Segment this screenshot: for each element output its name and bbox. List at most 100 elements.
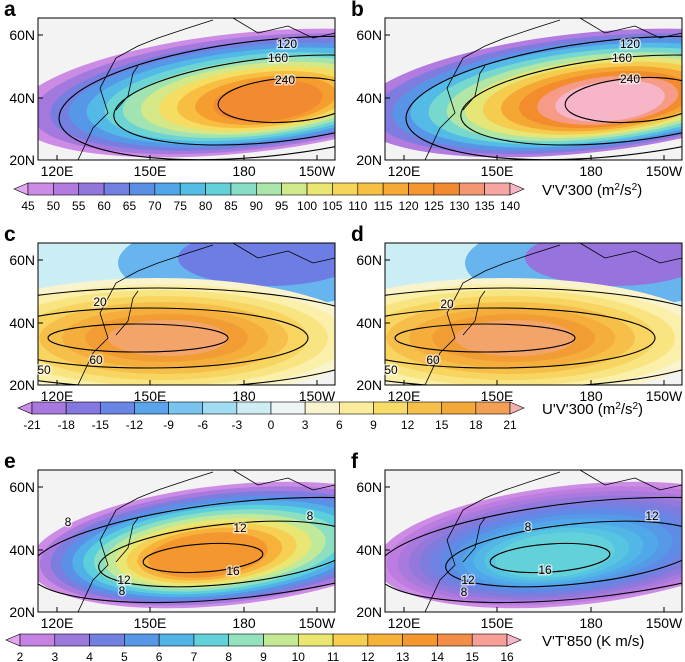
colorbar-title-part: 2	[615, 401, 621, 412]
colorbar-label: 110	[348, 199, 367, 213]
panel-letter: d	[351, 223, 364, 246]
colorbar: 45 50 55 60 65 70 75 80 85 90 95 100 105 110 115 120 125…	[13, 182, 642, 213]
colorbar-swatch	[484, 182, 511, 196]
map-panel: d 20 60 50 60N 40N 20N 120E 150E 180 150W	[351, 223, 683, 404]
colorbar-label: 11	[327, 650, 340, 662]
contour-label: 8	[461, 585, 468, 599]
lon-tick-label: 180	[232, 388, 256, 404]
colorbar-label: 100	[297, 199, 317, 213]
map-frame	[37, 469, 336, 613]
colorbar-label: 9	[260, 650, 267, 662]
colorbar-swatch	[129, 182, 156, 196]
contour	[385, 496, 682, 604]
lat-tick-label: 40N	[9, 315, 35, 331]
lon-tick-label: 150E	[134, 163, 167, 179]
contour	[113, 54, 335, 146]
colorbar-label: 13	[396, 650, 410, 662]
lat-tick-label: 60N	[9, 27, 35, 43]
panel-letter: e	[4, 450, 16, 473]
contour	[38, 307, 309, 369]
colorbar-swatch	[402, 633, 438, 647]
shading	[178, 243, 335, 286]
lon-tick-label: 150W	[646, 163, 683, 179]
colorbar-swatch	[458, 182, 485, 196]
colorbar-swatch	[306, 182, 333, 196]
shading	[148, 532, 268, 578]
colorbar-label: 21	[503, 418, 517, 432]
colorbar-swatch	[99, 401, 135, 415]
map-frame	[37, 242, 336, 386]
colorbar-label: 8	[225, 650, 232, 662]
colorbar-label: 16	[500, 650, 514, 662]
contour-label: 60	[426, 353, 440, 367]
contour-label: 60	[89, 353, 103, 367]
shading	[525, 243, 682, 286]
coastline	[77, 243, 335, 385]
colorbar-swatch	[193, 633, 230, 647]
colorbar-label: 6	[156, 650, 163, 662]
coastline	[77, 470, 335, 612]
colorbar-swatch	[332, 633, 369, 647]
contour-label: 12	[233, 521, 247, 535]
colorbar-end	[506, 633, 522, 647]
contour-label: 160	[612, 51, 632, 65]
panel-letter: b	[351, 0, 364, 21]
colorbar-title-part: )	[637, 182, 642, 199]
lon-tick-label: 150E	[134, 615, 167, 631]
colorbar-swatch	[158, 633, 195, 647]
colorbar-label: 125	[424, 199, 444, 213]
lon-tick-label: 150W	[299, 388, 336, 404]
colorbar-end	[509, 182, 525, 196]
contour	[38, 496, 335, 604]
lon-tick-label: 120E	[388, 388, 421, 404]
colorbar-title-part: /s	[621, 401, 633, 418]
colorbar-swatch	[437, 633, 473, 647]
colorbar-swatch	[31, 401, 67, 415]
colorbar-swatch	[134, 401, 169, 415]
colorbar-swatch	[338, 401, 374, 415]
colorbar-label: -18	[57, 418, 75, 432]
contour-label: 160	[268, 51, 288, 65]
colorbar-end	[17, 401, 33, 415]
coastline	[424, 470, 682, 612]
lon-tick-label: 150W	[299, 615, 336, 631]
colorbar-label: 130	[449, 199, 469, 213]
shading	[455, 320, 575, 356]
lat-tick-label: 60N	[9, 479, 35, 495]
contour	[142, 542, 264, 574]
colorbar-label: 9	[370, 418, 377, 432]
lat-tick-label: 40N	[356, 542, 382, 558]
lon-tick-label: 180	[579, 388, 603, 404]
map-panel: c 20 60 50 60N 40N 20N 120E 150E 180 150W	[4, 223, 336, 404]
colorbar-swatch	[297, 633, 334, 647]
colorbar-end	[5, 633, 21, 647]
lon-tick-label: 120E	[41, 615, 74, 631]
colorbar-swatch	[89, 633, 125, 647]
colorbar: 2 3 4 5 6 7 8 9 10 11 12 13 14 15 16 V'T'850 (K m/s)	[5, 633, 644, 662]
colorbar-label: 60	[97, 199, 111, 213]
colorbar-label: 65	[123, 199, 137, 213]
shading	[495, 532, 615, 578]
colorbar-label: 50	[47, 199, 61, 213]
colorbar-swatch	[154, 182, 181, 196]
colorbar-swatch	[408, 182, 435, 196]
contour	[405, 35, 682, 160]
map-field	[38, 243, 335, 385]
contour	[385, 307, 656, 369]
lon-tick-label: 120E	[41, 388, 74, 404]
colorbar-title: V'T'850 (K m/s)	[542, 633, 644, 650]
colorbar-swatch	[332, 182, 359, 196]
coastline	[424, 243, 682, 385]
contour	[460, 54, 682, 146]
colorbar-label: 45	[21, 199, 35, 213]
colorbar-label: 10	[292, 650, 306, 662]
contour	[394, 323, 576, 353]
lat-tick-label: 40N	[9, 542, 35, 558]
lon-tick-label: 120E	[388, 615, 421, 631]
colorbar-label: 18	[469, 418, 483, 432]
map-field	[385, 18, 682, 160]
colorbar-swatch	[373, 401, 408, 415]
colorbar-swatch	[357, 182, 384, 196]
lat-tick-label: 40N	[356, 315, 382, 331]
